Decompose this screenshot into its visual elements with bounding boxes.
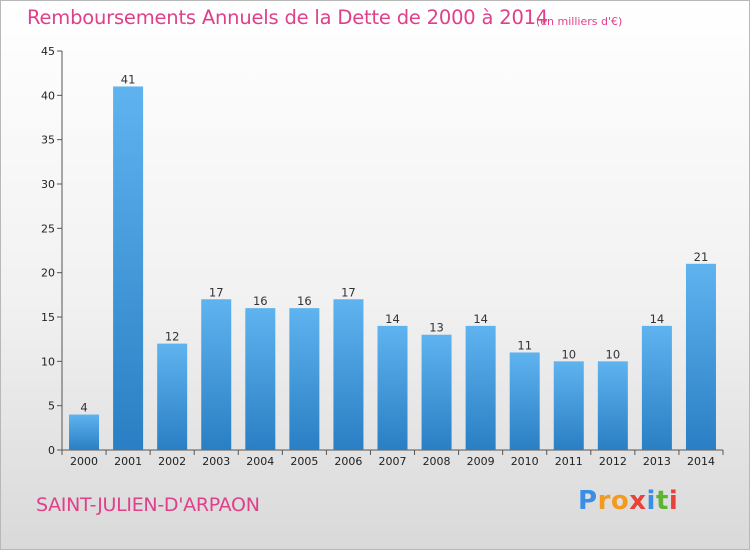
bar xyxy=(685,263,716,450)
data-label: 14 xyxy=(473,312,488,326)
bar xyxy=(377,325,408,450)
logo-letter: o xyxy=(610,486,630,516)
bar xyxy=(69,414,100,450)
data-label: 12 xyxy=(165,330,180,344)
y-tick-label: 0 xyxy=(48,444,55,457)
x-tick-label: 2013 xyxy=(643,455,671,468)
data-label: 16 xyxy=(253,294,268,308)
y-tick-label: 40 xyxy=(41,89,55,102)
bars xyxy=(69,86,716,450)
x-tick-label: 2001 xyxy=(114,455,142,468)
y-tick-label: 15 xyxy=(41,311,55,324)
bar xyxy=(597,361,628,450)
chart-title: Remboursements Annuels de la Dette de 20… xyxy=(27,6,549,29)
bar xyxy=(113,86,144,450)
x-tick-label: 2008 xyxy=(423,455,451,468)
data-label: 16 xyxy=(297,294,312,308)
y-tick-label: 10 xyxy=(41,355,55,368)
data-label: 41 xyxy=(121,72,136,86)
data-label: 10 xyxy=(561,347,576,361)
x-tick-label: 2000 xyxy=(70,455,98,468)
x-tick-label: 2007 xyxy=(379,455,407,468)
bar xyxy=(641,325,672,450)
data-label: 13 xyxy=(429,321,444,335)
y-tick-label: 45 xyxy=(41,45,55,58)
x-tick-label: 2006 xyxy=(334,455,362,468)
logo-letter: i xyxy=(646,486,656,516)
data-labels: 4 41 12 17 16 16 17 14 13 14 11 10 10 14 21 xyxy=(80,72,708,414)
data-label: 17 xyxy=(341,285,356,299)
logo-letter: P xyxy=(578,486,598,516)
bar xyxy=(465,325,496,450)
data-label: 10 xyxy=(606,347,621,361)
x-tick-label: 2014 xyxy=(687,455,715,468)
y-tick-label: 30 xyxy=(41,178,55,191)
logo-letter: r xyxy=(597,486,611,516)
bar xyxy=(201,299,232,450)
x-tick-label: 2005 xyxy=(290,455,318,468)
bar xyxy=(157,343,188,450)
town-name: SAINT-JULIEN-D'ARPAON xyxy=(36,494,260,516)
y-tick-label: 25 xyxy=(41,222,55,235)
bar xyxy=(245,308,276,450)
axes: 0 5 10 15 20 25 30 35 40 45 2000 2001 2002 2003 2004 20… xyxy=(41,45,724,468)
data-label: 11 xyxy=(517,338,532,352)
data-label: 21 xyxy=(694,250,709,264)
data-label: 4 xyxy=(80,401,87,415)
bar xyxy=(421,334,452,450)
proxiti-logo[interactable]: Proxiti xyxy=(578,486,678,516)
bar xyxy=(509,352,540,450)
bar xyxy=(333,299,364,450)
x-tick-label: 2011 xyxy=(555,455,583,468)
x-tick-label: 2009 xyxy=(467,455,495,468)
x-tick-label: 2003 xyxy=(202,455,230,468)
data-label: 14 xyxy=(650,312,665,326)
data-label: 14 xyxy=(385,312,400,326)
data-label: 17 xyxy=(209,285,224,299)
y-tick-label: 35 xyxy=(41,134,55,147)
logo-letter: t xyxy=(655,486,669,516)
x-tick-label: 2012 xyxy=(599,455,627,468)
x-tick-label: 2002 xyxy=(158,455,186,468)
x-tick-label: 2004 xyxy=(246,455,274,468)
bar xyxy=(553,361,584,450)
bar xyxy=(289,308,320,450)
y-tick-label: 20 xyxy=(41,267,55,280)
y-tick-label: 5 xyxy=(48,400,55,413)
x-tick-label: 2010 xyxy=(511,455,539,468)
logo-letter: i xyxy=(668,486,679,516)
chart-subtitle: (en milliers d'€) xyxy=(536,15,623,28)
logo-letter: x xyxy=(629,486,647,516)
